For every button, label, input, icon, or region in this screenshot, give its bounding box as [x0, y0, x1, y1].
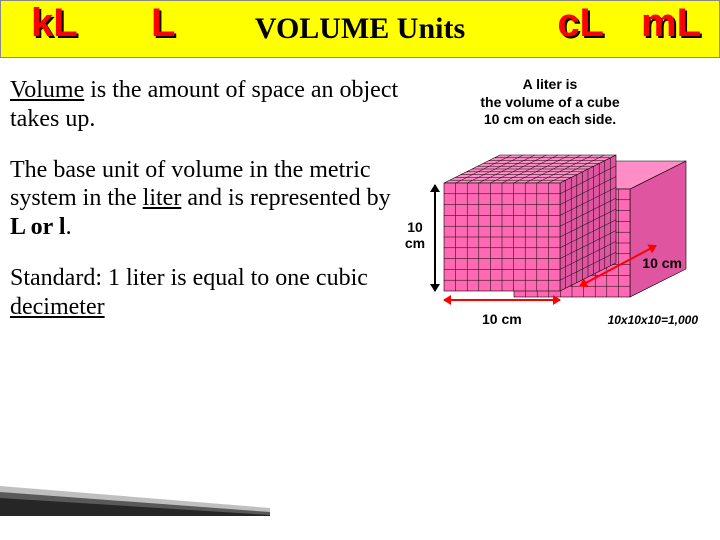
text-column: Volume is the amount of space an object … [10, 76, 400, 344]
symbol-liter: L or l [10, 214, 66, 240]
cube-diagram: 10 cm 10 cm 10 cm 10x10x10=1,000 [400, 135, 700, 325]
term-volume: Volume [10, 77, 84, 103]
unit-l: L [151, 3, 175, 43]
unit-ml: mL [641, 3, 701, 43]
paragraph-base-unit: The base unit of volume in the metric sy… [10, 156, 400, 242]
header-bar: kL L VOLUME Units cL mL [0, 0, 720, 58]
term-liter: liter [143, 185, 182, 211]
label-height: 10 cm [398, 219, 432, 251]
unit-kl: kL [31, 3, 78, 43]
label-depth: 10 cm [642, 255, 682, 271]
label-formula: 10x10x10=1,000 [608, 313, 698, 327]
paragraph-definition: Volume is the amount of space an object … [10, 76, 400, 134]
diagram-column: A liter is the volume of a cube 10 cm on… [400, 76, 700, 344]
paragraph-standard: Standard: 1 liter is equal to one cubic … [10, 264, 400, 322]
diagram-title: A liter is the volume of a cube 10 cm on… [400, 76, 700, 129]
content-area: Volume is the amount of space an object … [0, 58, 720, 344]
arrow-height [434, 185, 436, 291]
label-width: 10 cm [482, 311, 522, 327]
page-title: VOLUME Units [255, 12, 465, 46]
arrow-width [444, 299, 560, 301]
term-decimeter: decimeter [10, 294, 105, 320]
unit-cl: cL [557, 3, 604, 43]
decorative-wedge [0, 486, 270, 516]
